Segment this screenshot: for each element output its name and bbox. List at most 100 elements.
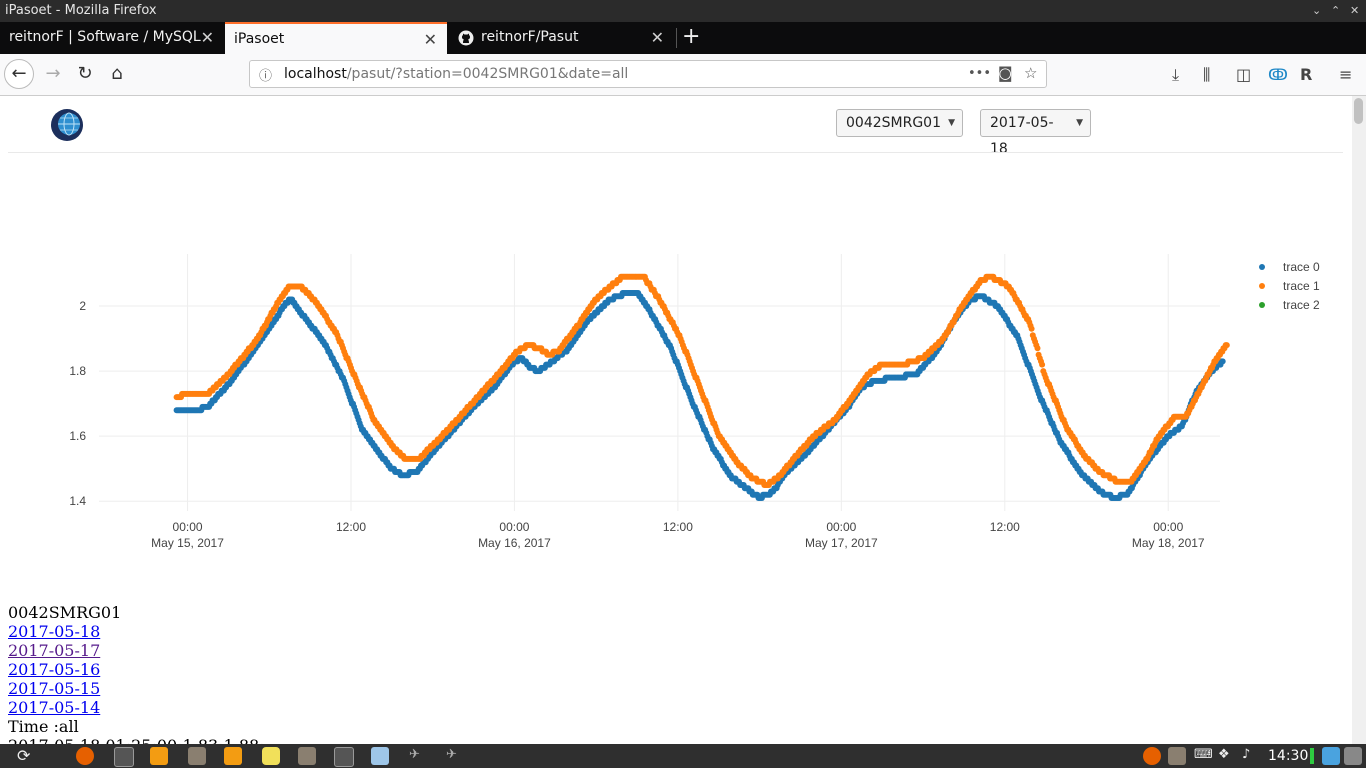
menu-icon[interactable]: ≡: [1339, 65, 1353, 84]
home-icon[interactable]: ⌂: [111, 63, 123, 84]
x-tick-label: 00:00: [826, 520, 856, 534]
tab-mysql[interactable]: reitnorF | Software / MySQL ✕: [0, 22, 224, 54]
sublime-icon-2[interactable]: [224, 747, 242, 765]
date-link[interactable]: 2017-05-16: [8, 660, 101, 679]
y-tick-label: 1.4: [69, 494, 86, 508]
app-icon[interactable]: [262, 747, 280, 765]
volume-icon[interactable]: ♪: [1242, 747, 1251, 762]
new-tab-icon[interactable]: +: [682, 24, 701, 49]
header-divider: [8, 152, 1343, 153]
dropdown-caret-icon: ▼: [1076, 118, 1083, 128]
tab-close-icon[interactable]: ✕: [423, 30, 437, 49]
pocket-icon[interactable]: ◙: [998, 64, 1013, 82]
taskbar: ⟳ ✈ ✈ ⌨ ❖ ♪ 14:30: [0, 744, 1366, 768]
extension-icon[interactable]: ↂ: [1268, 65, 1288, 84]
sublime-icon[interactable]: [150, 747, 168, 765]
files-icon[interactable]: [188, 747, 206, 765]
scrollbar-thumb[interactable]: [1354, 98, 1363, 124]
station-select[interactable]: 0042SMRG01 ▼: [836, 109, 963, 137]
y-tick-label: 1.6: [69, 429, 86, 443]
close-window-icon[interactable]: ✕: [1350, 4, 1360, 17]
data-point: [1039, 361, 1046, 368]
x-tick-date-label: May 17, 2017: [805, 536, 878, 550]
clock[interactable]: 14:30: [1268, 748, 1309, 764]
time-label: Time :all: [8, 717, 79, 736]
y-tick-label: 2: [79, 299, 86, 313]
dropbox-icon[interactable]: ❖: [1218, 747, 1230, 762]
station-name-text: 0042SMRG01: [8, 603, 122, 622]
tab-github[interactable]: reitnorF/Pasut ✕: [448, 22, 674, 54]
date-select[interactable]: 2017-05-18 ▼: [980, 109, 1091, 157]
date-select-value: 2017-05-18: [990, 115, 1054, 157]
x-tick-date-label: May 15, 2017: [151, 536, 224, 550]
forward-icon[interactable]: →: [45, 63, 61, 84]
app-icon-3[interactable]: ✈: [446, 747, 457, 762]
x-tick-label: 00:00: [1153, 520, 1183, 534]
github-icon: [458, 30, 474, 46]
date-link[interactable]: 2017-05-15: [8, 679, 101, 698]
tray-files-icon[interactable]: [1168, 747, 1186, 765]
terminal-icon-2[interactable]: [334, 747, 354, 767]
url-path: /pasut/?station=0042SMRG01&date=all: [346, 66, 629, 82]
data-point: [1034, 345, 1041, 352]
data-point: [1223, 342, 1230, 349]
tab-label: reitnorF | Software / MySQL: [9, 29, 201, 45]
reload-icon[interactable]: ↻: [77, 63, 93, 84]
legend-label[interactable]: trace 2: [1283, 298, 1320, 312]
sidebar-icon[interactable]: ◫: [1236, 65, 1252, 84]
indicator-bar: [1310, 748, 1314, 764]
site-info-icon[interactable]: ⓘ: [259, 69, 273, 84]
maximize-icon[interactable]: ⌃: [1331, 4, 1341, 17]
globe-logo-icon: [51, 109, 83, 141]
legend-marker[interactable]: [1259, 302, 1265, 308]
x-tick-label: 12:00: [663, 520, 693, 534]
show-desktop-icon[interactable]: [1344, 747, 1362, 765]
extension-r-icon[interactable]: R: [1300, 65, 1313, 84]
tab-ipasoet[interactable]: iPasoet ✕: [225, 22, 447, 54]
date-link[interactable]: 2017-05-18: [8, 622, 101, 641]
image-viewer-icon[interactable]: [371, 747, 389, 765]
y-tick-label: 1.8: [69, 364, 86, 378]
page-content: 0042SMRG01 ▼ 2017-05-18 ▼ 1.4 1.6 1.8 2 00:0…: [0, 96, 1352, 744]
tab-close-icon[interactable]: ✕: [650, 28, 664, 47]
keyboard-icon[interactable]: ⌨: [1194, 747, 1213, 762]
data-row-text: 2017-05-18 01:25:00;1.83;1.88;: [8, 736, 265, 744]
network-icon[interactable]: [1322, 747, 1340, 765]
legend-marker[interactable]: [1259, 283, 1265, 289]
x-tick-label: 00:00: [499, 520, 529, 534]
x-tick-label: 12:00: [336, 520, 366, 534]
url-host: localhost: [284, 66, 347, 82]
library-icon[interactable]: ⫼: [1203, 65, 1211, 84]
tab-close-icon[interactable]: ✕: [200, 28, 214, 47]
page-actions-icon[interactable]: •••: [968, 66, 992, 81]
url-text[interactable]: localhost/pasut/?station=0042SMRG01&date…: [284, 66, 628, 82]
date-link[interactable]: 2017-05-14: [8, 698, 101, 717]
page-scrollbar[interactable]: [1352, 96, 1366, 744]
data-point: [1219, 358, 1226, 365]
downloads-icon[interactable]: ⤓: [1172, 65, 1180, 84]
tab-label: iPasoet: [234, 31, 285, 47]
back-icon[interactable]: ←: [4, 59, 34, 89]
minimize-icon[interactable]: ⌄: [1312, 4, 1322, 17]
start-menu-icon[interactable]: ⟳: [17, 746, 31, 765]
data-point: [1028, 325, 1035, 332]
legend-marker[interactable]: [1259, 264, 1265, 270]
legend-label[interactable]: trace 1: [1283, 279, 1320, 293]
terminal-icon[interactable]: [114, 747, 134, 767]
tab-label: reitnorF/Pasut: [481, 29, 579, 45]
x-tick-label: 12:00: [990, 520, 1020, 534]
navigation-toolbar: ← → ↻ ⌂ ⓘ localhost/pasut/?station=0042S…: [0, 54, 1366, 96]
files-icon-2[interactable]: [298, 747, 316, 765]
legend-label[interactable]: trace 0: [1283, 260, 1320, 274]
app-icon-2[interactable]: ✈: [409, 747, 420, 762]
firefox-icon[interactable]: [76, 747, 94, 765]
address-bar[interactable]: ⓘ localhost/pasut/?station=0042SMRG01&da…: [249, 60, 1047, 88]
date-link[interactable]: 2017-05-17: [8, 641, 101, 660]
window-title: iPasoet - Mozilla Firefox: [5, 3, 157, 18]
tray-firefox-icon[interactable]: [1143, 747, 1161, 765]
tide-chart[interactable]: 1.4 1.6 1.8 2 00:00 May 15, 2017 12:00 00:00 May…: [0, 236, 1352, 566]
x-tick-label: 00:00: [173, 520, 203, 534]
station-select-value: 0042SMRG01: [846, 115, 941, 131]
x-tick-date-label: May 18, 2017: [1132, 536, 1205, 550]
bookmark-star-icon[interactable]: ☆: [1024, 64, 1038, 82]
